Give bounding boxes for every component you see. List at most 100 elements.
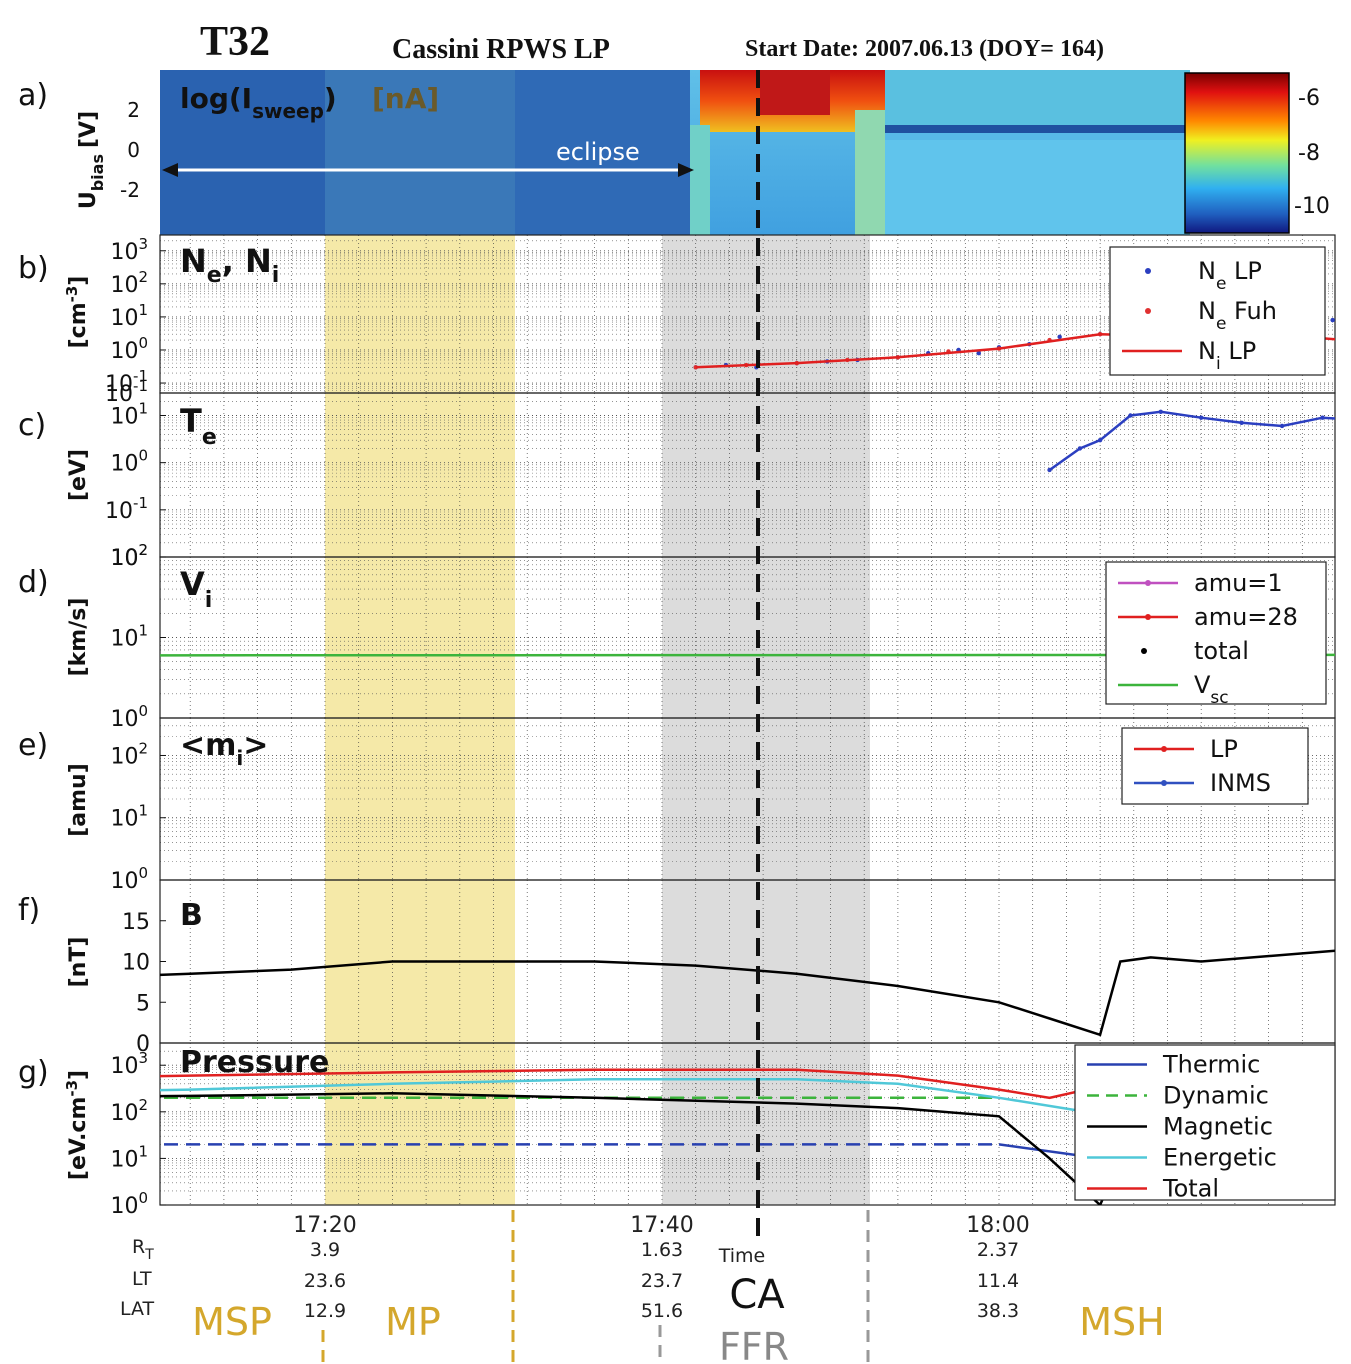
legend-label: Ne Fuh [1198, 297, 1277, 334]
legend-label: Energetic [1163, 1144, 1277, 1172]
panel-letter-c: c) [18, 408, 46, 443]
legend-label: Thermic [1162, 1051, 1260, 1079]
heatmap-panel [160, 70, 1190, 235]
y-tick-label: 101 [110, 301, 148, 331]
series-line-total_p [160, 1068, 1335, 1100]
panel-a-unit: [nA] [372, 82, 439, 115]
orbit-r: 1.63 [641, 1239, 683, 1261]
orbit-lt: 23.6 [304, 1270, 346, 1292]
y-tick-label: 10-1 [105, 494, 148, 524]
panel-c-title: Te [180, 402, 217, 450]
series-line-magnetic [160, 949, 1335, 1037]
y-tick-label: 101 [110, 622, 148, 652]
y-tick-label: 103 [110, 235, 148, 265]
panel-letter-b: b) [18, 251, 49, 286]
legend-box [1074, 1044, 1336, 1201]
legend-label: amu=1 [1194, 569, 1283, 597]
legend-label: Ne LP [1198, 257, 1262, 294]
panel-letter-f: f) [18, 893, 40, 928]
panel-series-group [160, 949, 1335, 1037]
y-tick-label: 100 [110, 1189, 148, 1219]
panel-a-label: log(Isweep) [180, 82, 337, 123]
legend-label: Magnetic [1163, 1113, 1273, 1141]
x-tick-label: 17:20 [293, 1213, 356, 1238]
panel-f-ylabel: [nT] [66, 937, 91, 988]
panel-b-title: Ne, Ni [180, 242, 279, 288]
y-tick-label: -2 [120, 178, 140, 202]
y-tick-label: 10-1 [105, 377, 148, 407]
y-tick-label: 102 [110, 268, 148, 298]
ffr-region-shade [662, 235, 870, 1205]
panel-letter-g: g) [18, 1055, 49, 1090]
legend-marker [1145, 580, 1151, 586]
data-point-ne_lp [1279, 423, 1285, 429]
orbit-label-lat: LAT [120, 1298, 155, 1320]
y-tick-label: 102 [110, 541, 148, 571]
ffr-label: FFR [719, 1325, 789, 1364]
time-axis-label: Time [718, 1245, 766, 1267]
data-point-ne_lp [1077, 446, 1083, 451]
data-point-ne_lp [1047, 467, 1052, 473]
legend-label: Total [1162, 1175, 1219, 1203]
orbit-lat: 51.6 [641, 1300, 683, 1322]
y-tick-label: 102 [110, 541, 148, 571]
panel-c-ylabel: [eV] [66, 449, 91, 501]
data-point-ne_lp [1128, 413, 1133, 418]
mp-region-shade [325, 235, 515, 1205]
colorbar-tick: -8 [1298, 141, 1320, 166]
panel-d-ylabel: [km/s] [66, 598, 91, 677]
panel-f-title: B [180, 898, 203, 933]
legend-box [1121, 727, 1309, 805]
panel-letter-a: a) [18, 78, 48, 113]
y-tick-label: 0 [136, 1032, 150, 1057]
panel-e-title: <mi> [180, 728, 268, 770]
y-tick-label: 101 [110, 1142, 148, 1172]
data-point-ne_lp [1097, 437, 1103, 443]
y-tick-label: 0 [127, 138, 140, 162]
legend-label: LP [1210, 735, 1238, 763]
orbit-lt: 11.4 [977, 1270, 1019, 1292]
eclipse-arrow-right [678, 163, 694, 177]
instrument-title: Cassini RPWS LP [392, 34, 610, 65]
data-point-ne_lp [1199, 415, 1204, 420]
y-tick-label: 103 [110, 1049, 148, 1079]
eclipse-arrow-left [162, 163, 178, 177]
y-tick-label: 15 [122, 910, 150, 935]
data-point-ne_lp [1239, 420, 1244, 426]
orbit-lat: 38.3 [977, 1300, 1019, 1322]
ca-label: CA [729, 1272, 785, 1318]
data-point-ne_lp [1158, 409, 1163, 414]
y-tick-label: 10 [122, 951, 150, 976]
y-tick-label: 102 [110, 739, 148, 769]
panel-b-ylabel: [cm-3] [63, 276, 91, 349]
panel-letter-e: e) [18, 728, 48, 763]
data-point-ne_lp [1330, 317, 1335, 323]
y-tick-label: 100 [110, 447, 148, 477]
panel-a-ylabel: Ubias[V] [76, 111, 107, 209]
flyby-title: T32 [200, 19, 270, 65]
panel-d-title: Vi [180, 565, 212, 613]
x-tick-label: 17:40 [630, 1213, 693, 1238]
y-tick-label: 100 [110, 864, 148, 894]
y-tick-label: 10-1 [105, 367, 148, 397]
legend-label: amu=28 [1194, 603, 1298, 631]
msh-label: MSH [1079, 1300, 1164, 1344]
orbit-r: 3.9 [310, 1239, 340, 1261]
legend-marker [1161, 780, 1167, 786]
legend-marker [1145, 308, 1151, 314]
msp-label: MSP [192, 1300, 272, 1344]
y-tick-label: 101 [110, 400, 148, 430]
series-line-magnetic [160, 1086, 1335, 1205]
y-tick-label: 100 [110, 334, 148, 364]
series-line-ne_lp [1048, 410, 1335, 472]
data-point-ne_lp [1320, 415, 1325, 420]
colorbar [1184, 72, 1290, 234]
legend-box [1105, 561, 1327, 705]
start-date: Start Date: 2007.06.13 (DOY= 164) [745, 36, 1104, 62]
colorbar-tick: -10 [1294, 194, 1330, 219]
legend-marker [1145, 268, 1151, 274]
panel-g-title: Pressure [180, 1045, 329, 1080]
mp-label: MP [385, 1300, 441, 1344]
orbit-lat: 12.9 [304, 1300, 346, 1322]
